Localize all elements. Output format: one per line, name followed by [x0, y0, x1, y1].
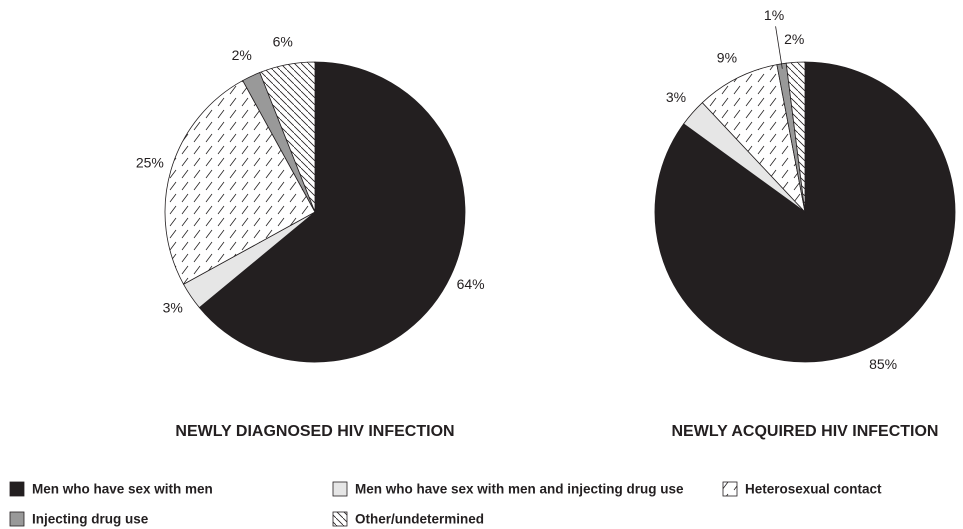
data-label: 85% [869, 356, 897, 372]
data-label: 1% [764, 7, 784, 23]
leader-line [775, 26, 783, 69]
pie-slice [259, 61, 316, 213]
legend-swatch [722, 481, 738, 497]
data-label: 9% [717, 49, 737, 65]
data-label: 2% [784, 31, 804, 47]
data-label: 6% [273, 34, 293, 50]
legend-swatch [9, 481, 25, 497]
data-label: 64% [457, 276, 485, 292]
legend-swatch [332, 511, 348, 527]
chart-title: NEWLY DIAGNOSED HIV INFECTION [175, 423, 454, 440]
pie-slice [701, 64, 806, 214]
data-label: 3% [163, 299, 183, 315]
legend-label: Other/undetermined [355, 512, 484, 527]
legend-label: Men who have sex with men and injecting … [355, 482, 684, 497]
legend-label: Heterosexual contact [745, 482, 882, 497]
data-label: 3% [666, 89, 686, 105]
pie-slice [164, 80, 316, 285]
legend-label: Injecting drug use [32, 512, 149, 527]
data-label: 2% [232, 47, 252, 63]
pie-slice [198, 61, 466, 363]
legend-swatch [9, 511, 25, 527]
pie-slice [785, 61, 806, 213]
legend-label: Men who have sex with men [32, 482, 213, 497]
legend-swatch [332, 481, 348, 497]
data-label: 25% [136, 155, 164, 171]
chart-title: NEWLY ACQUIRED HIV INFECTION [672, 423, 939, 440]
